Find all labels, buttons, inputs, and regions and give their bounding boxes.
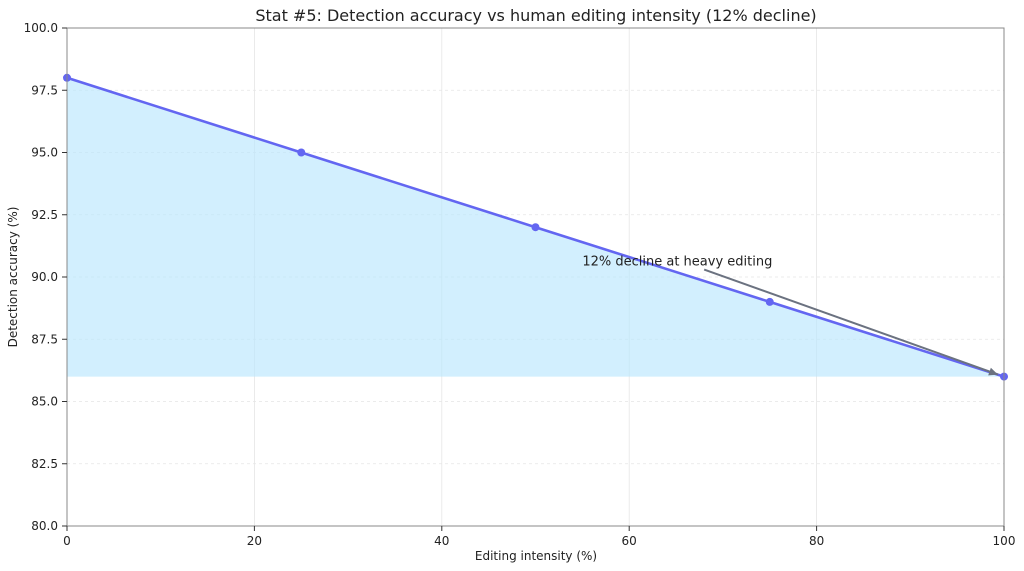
y-axis-ticks: 80.0 82.5 85.0 87.5 90.0 92.5 95.0 97.5 100.0 [24, 21, 67, 533]
x-tick-label: 40 [434, 534, 449, 548]
x-tick-label: 100 [993, 534, 1016, 548]
annotation-text: 12% decline at heavy editing [582, 255, 772, 270]
data-point [297, 148, 306, 157]
x-tick-label: 60 [622, 534, 637, 548]
x-tick-label: 20 [247, 534, 262, 548]
y-axis-label: Detection accuracy (%) [6, 207, 20, 348]
x-axis-label: Editing intensity (%) [475, 549, 597, 563]
y-tick-label: 100.0 [24, 21, 58, 35]
annotation: 12% decline at heavy editing [582, 255, 999, 376]
chart-title: Stat #5: Detection accuracy vs human edi… [255, 6, 816, 25]
y-tick-label: 87.5 [31, 332, 58, 346]
data-point [765, 297, 774, 306]
x-tick-label: 80 [809, 534, 824, 548]
x-axis-ticks: 0 20 40 60 80 100 [63, 526, 1015, 548]
y-tick-label: 85.0 [31, 395, 58, 409]
y-tick-label: 82.5 [31, 457, 58, 471]
y-tick-label: 97.5 [31, 83, 58, 97]
annotation-arrowhead [988, 367, 998, 376]
x-tick-label: 0 [63, 534, 71, 548]
y-tick-label: 90.0 [31, 270, 58, 284]
y-tick-label: 95.0 [31, 146, 58, 160]
y-tick-label: 80.0 [31, 519, 58, 533]
data-point [531, 223, 540, 232]
y-tick-label: 92.5 [31, 208, 58, 222]
annotation-arrow [703, 268, 999, 376]
